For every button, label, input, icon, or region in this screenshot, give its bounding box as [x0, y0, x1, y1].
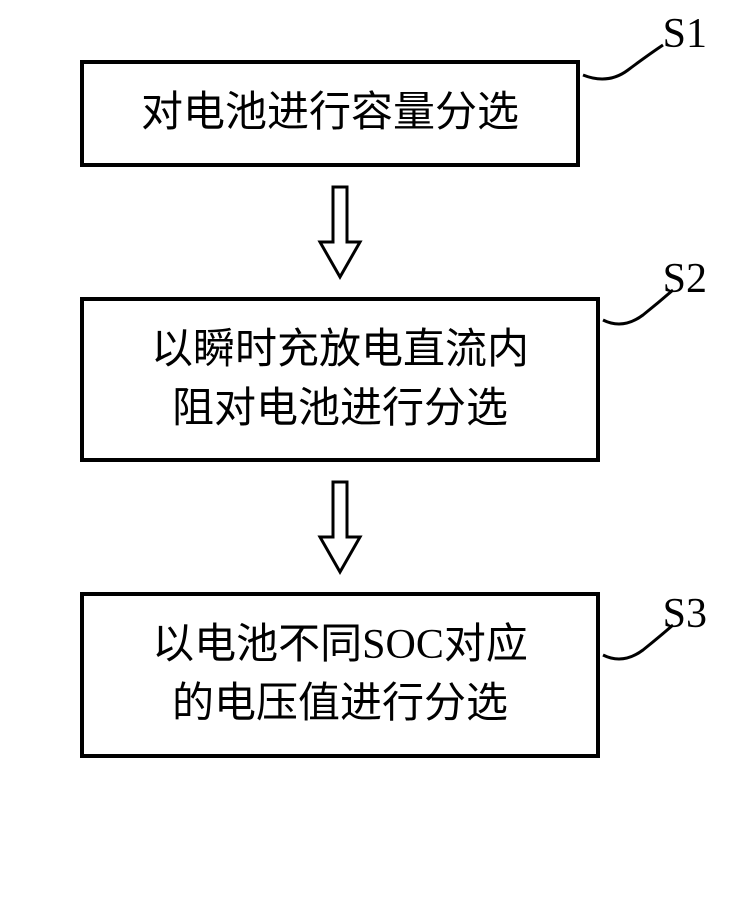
arrow-s1-s2 — [80, 167, 600, 297]
step-label-s1: S1 — [663, 10, 707, 58]
arrow-s2-s3 — [80, 462, 600, 592]
hollow-arrow-icon — [315, 477, 365, 577]
step-box-s2: 以瞬时充放电直流内 阻对电池进行分选 — [80, 297, 600, 463]
step-text-s2-line1: 以瞬时充放电直流内 — [114, 321, 566, 380]
step-text-s3-line2: 的电压值进行分选 — [114, 675, 566, 734]
step-text-s2-line2: 阻对电池进行分选 — [114, 380, 566, 439]
step-box-s1: 对电池进行容量分选 — [80, 60, 580, 167]
step-label-s3: S3 — [663, 590, 707, 638]
hollow-arrow-icon — [315, 182, 365, 282]
step-text-s1: 对电池进行容量分选 — [114, 84, 546, 143]
step-text-s3-line1: 以电池不同SOC对应 — [114, 616, 566, 675]
step-box-s3: 以电池不同SOC对应 的电压值进行分选 — [80, 592, 600, 758]
step-label-s2: S2 — [663, 255, 707, 303]
flowchart-container: 对电池进行容量分选 以瞬时充放电直流内 阻对电池进行分选 以电池不同SOC对应 … — [80, 60, 660, 758]
